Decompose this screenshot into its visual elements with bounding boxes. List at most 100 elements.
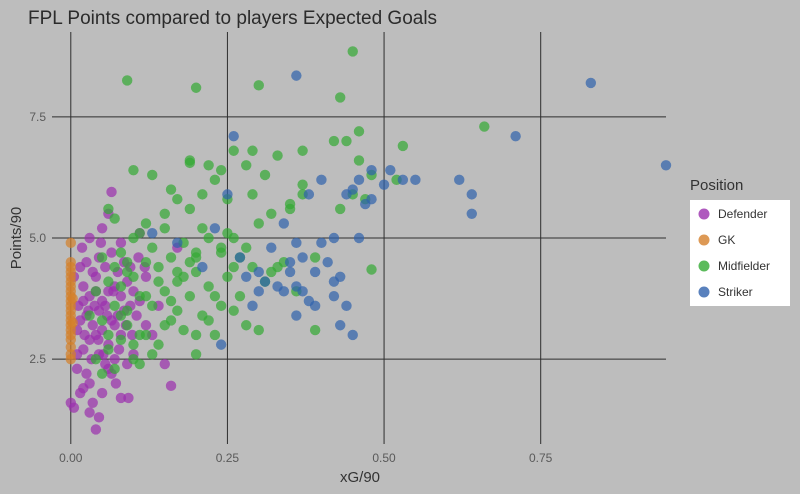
data-point-gk — [67, 317, 78, 329]
data-point-midfielder — [140, 290, 152, 302]
data-point-midfielder — [241, 160, 252, 171]
x-tick-label: 0.25 — [216, 451, 240, 465]
data-point-midfielder — [353, 155, 365, 166]
data-point-striker — [297, 252, 308, 263]
data-point-defender — [159, 358, 170, 370]
data-point-midfielder — [172, 194, 183, 205]
data-point-midfielder — [153, 339, 164, 350]
data-point-striker — [209, 223, 221, 234]
data-point-midfielder — [115, 281, 127, 292]
data-point-defender — [68, 402, 80, 413]
data-point-defender — [115, 237, 127, 249]
data-point-midfielder — [90, 286, 102, 297]
data-point-midfielder — [190, 349, 202, 360]
data-point-midfielder — [184, 203, 196, 215]
data-point-midfielder — [115, 334, 127, 345]
data-point-striker — [353, 174, 365, 186]
data-point-gk — [67, 293, 78, 304]
data-point-striker — [172, 237, 183, 249]
y-tick-labels: 2.5 5.0 7.5 — [29, 110, 46, 366]
y-tick-label: 2.5 — [29, 352, 46, 366]
data-point-midfielder — [241, 242, 252, 253]
data-point-midfielder — [222, 271, 233, 282]
data-point-midfielder — [190, 247, 202, 258]
data-point-midfielder — [96, 252, 108, 263]
data-point-midfielder — [103, 344, 114, 355]
data-point-midfielder — [103, 203, 114, 215]
data-point-midfielder — [147, 300, 158, 312]
data-point-striker — [253, 286, 264, 297]
data-point-midfielder — [128, 339, 139, 350]
data-point-striker — [284, 266, 296, 278]
data-point-defender — [90, 271, 102, 282]
data-point-striker — [378, 179, 390, 190]
data-point-striker — [234, 252, 246, 263]
legend-marker-midfielder — [698, 260, 710, 272]
data-point-striker — [328, 290, 340, 302]
data-point-midfielder — [234, 290, 246, 302]
x-tick-label: 0.00 — [59, 451, 83, 465]
data-point-defender — [87, 397, 98, 408]
data-point-defender — [79, 329, 90, 341]
data-point-midfielder — [159, 208, 170, 219]
data-point-striker — [328, 232, 340, 244]
data-point-midfielder — [335, 203, 346, 215]
data-point-midfielder — [284, 198, 296, 210]
data-point-gk — [65, 341, 76, 353]
data-point-midfielder — [134, 329, 145, 341]
data-point-midfielder — [178, 271, 189, 282]
data-point-defender — [76, 242, 88, 253]
data-point-striker — [366, 164, 377, 176]
data-point-defender — [126, 329, 138, 341]
data-point-striker — [353, 232, 365, 244]
legend-label-defender: Defender — [718, 207, 767, 221]
data-point-midfielder — [309, 324, 321, 336]
legend-label-gk: GK — [718, 233, 735, 247]
data-point-defender — [106, 247, 117, 258]
data-point-midfielder — [140, 257, 152, 268]
data-point-midfielder — [209, 329, 221, 341]
data-point-midfielder — [197, 223, 208, 234]
data-point-midfielder — [203, 232, 214, 244]
data-point-midfielder — [272, 150, 283, 161]
data-point-midfielder — [159, 320, 170, 331]
data-point-defender — [140, 271, 152, 282]
data-point-midfielder — [121, 266, 133, 278]
data-point-midfielder — [297, 179, 308, 190]
data-point-defender — [87, 320, 98, 331]
series-gk — [65, 237, 78, 365]
data-point-striker — [284, 257, 296, 268]
data-point-defender — [96, 387, 108, 399]
data-point-striker — [303, 189, 315, 200]
data-point-defender — [93, 412, 105, 423]
data-point-striker — [335, 320, 346, 331]
data-point-defender — [93, 334, 104, 345]
data-point-midfielder — [203, 160, 214, 171]
data-point-striker — [322, 257, 333, 268]
data-point-striker — [309, 266, 321, 278]
data-point-midfielder — [84, 310, 95, 321]
data-point-midfielder — [197, 189, 208, 200]
data-point-midfielder — [159, 286, 170, 297]
data-point-striker — [466, 208, 477, 219]
data-points — [65, 46, 672, 435]
legend-marker-striker — [698, 286, 710, 298]
data-point-defender — [115, 392, 127, 404]
data-point-midfielder — [335, 92, 346, 103]
data-point-midfielder — [128, 164, 139, 176]
data-point-striker — [241, 271, 252, 282]
data-point-striker — [309, 300, 321, 312]
data-point-midfielder — [247, 189, 258, 200]
data-point-defender — [71, 363, 83, 375]
data-point-defender — [95, 237, 107, 249]
data-point-midfielder — [209, 290, 221, 302]
data-point-striker — [253, 266, 264, 278]
data-point-midfielder — [109, 363, 120, 375]
chart-title: FPL Points compared to players Expected … — [28, 8, 437, 29]
data-point-striker — [316, 237, 327, 249]
y-tick-label: 7.5 — [29, 110, 46, 124]
data-point-midfielder — [328, 135, 340, 147]
y-tick-label: 5.0 — [29, 231, 46, 245]
data-point-midfielder — [241, 320, 252, 331]
legend-label-striker: Striker — [718, 285, 753, 299]
